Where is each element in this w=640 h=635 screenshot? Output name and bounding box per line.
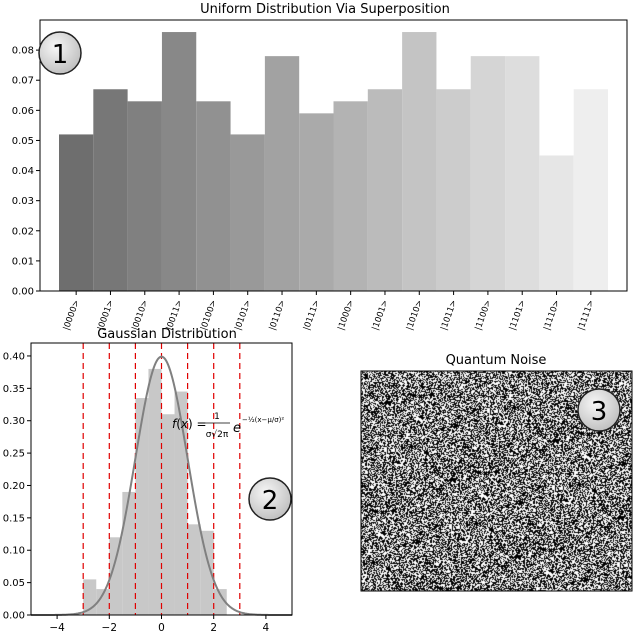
y-tick-label: 0.00 (12, 287, 34, 298)
formula-exp-base: e (233, 421, 241, 436)
uniform-plot-frame (39, 19, 628, 292)
bar-10 (402, 32, 437, 292)
y-tick-label: 0.10 (3, 546, 25, 557)
y-tick-label: 0.40 (3, 351, 25, 362)
x-tick-label: |0111> (302, 299, 322, 332)
badge-3: 3 (577, 388, 621, 432)
x-tick-label: |0000> (62, 299, 82, 332)
bar-5 (230, 134, 265, 291)
bar-1 (93, 89, 128, 291)
gaussian-x-ticks: −4 −2 0 2 4 (49, 615, 270, 634)
x-tick-label: −4 (49, 622, 65, 634)
quantum-noise-border (360, 370, 633, 592)
y-tick-label: 0.35 (3, 384, 25, 395)
bar-11 (436, 89, 471, 291)
uniform-bars (59, 32, 608, 292)
y-tick-label: 0.20 (3, 481, 25, 492)
gaussian-chart-title: Gaussian Distribution (97, 327, 237, 342)
histogram-bar-7 (174, 391, 188, 615)
formula-denominator: σ√2π (206, 429, 229, 440)
gaussian-y-ticks: 0.00 0.05 0.10 0.15 0.20 0.25 0.30 0.35 0.40 (3, 351, 31, 622)
x-tick-label: |1111> (576, 299, 596, 332)
x-tick-label: −2 (102, 622, 117, 634)
formula-numerator: 1 (214, 412, 220, 422)
uniform-axes (39, 19, 628, 292)
x-tick-label: |1000> (336, 299, 356, 332)
y-tick-label: 0.05 (12, 136, 34, 147)
x-tick-label: 0 (158, 622, 165, 634)
badge-2: 2 (248, 477, 292, 521)
uniform-chart-title: Uniform Distribution Via Superposition (200, 2, 450, 17)
quantum-noise-chart: Quantum Noise (360, 353, 633, 592)
y-tick-label: 0.30 (3, 416, 25, 427)
y-tick-label: 0.25 (3, 449, 25, 460)
y-tick-label: 0.00 (3, 611, 25, 622)
uniform-chart: Uniform Distribution Via Superposition 0… (12, 2, 628, 332)
bar-13 (505, 56, 540, 292)
bar-2 (127, 101, 162, 291)
y-tick-label: 0.06 (12, 106, 34, 117)
y-tick-label: 0.08 (12, 46, 34, 57)
sigma-lines (82, 343, 241, 615)
y-tick-label: 0.07 (12, 76, 34, 87)
histogram-bar-4 (135, 398, 149, 615)
bar-7 (299, 113, 334, 291)
badge-3-label: 3 (591, 397, 608, 427)
bar-8 (333, 101, 368, 291)
gaussian-curve (31, 355, 292, 616)
histogram-bar-6 (161, 414, 175, 615)
uniform-x-ticks: |0000> |0001> |0010> |0011> |0100> |0101> |011… (62, 291, 597, 332)
y-tick-label: 0.15 (3, 513, 25, 524)
y-tick-label: 0.05 (3, 578, 25, 589)
bar-6 (264, 56, 300, 292)
x-tick-label: |1001> (371, 299, 391, 332)
bar-3 (161, 32, 197, 292)
histogram-bar-1 (96, 589, 110, 615)
formula-text: f(x) = (172, 417, 207, 431)
histogram-bar-10 (213, 589, 227, 615)
histogram-bar-8 (187, 524, 201, 615)
bar-9 (367, 89, 403, 291)
y-tick-label: 0.04 (12, 166, 34, 177)
bar-0 (59, 134, 94, 291)
histogram-bar-2 (109, 537, 123, 615)
bar-14 (539, 155, 574, 291)
badge-2-label: 2 (262, 486, 279, 516)
uniform-y-ticks: 0.00 0.01 0.02 0.03 0.04 0.05 0.06 0.07 0.08 (12, 46, 40, 298)
histogram-bar-5 (148, 368, 162, 615)
x-tick-label: |0110> (268, 299, 288, 332)
x-tick-label: 2 (210, 622, 217, 634)
x-tick-label: |1101> (508, 299, 528, 332)
x-tick-label: |1110> (542, 299, 562, 332)
badge-1-label: 1 (52, 40, 69, 70)
gaussian-formula: f(x) = 1 σ√2π e −½(x−μ/σ)² (172, 412, 284, 440)
bar-15 (573, 89, 608, 291)
x-tick-label: 4 (263, 622, 270, 634)
histogram-bar-9 (200, 530, 214, 615)
quantum-noise-title: Quantum Noise (446, 353, 547, 368)
badge-1: 1 (38, 31, 82, 75)
gaussian-histogram (83, 368, 227, 615)
x-tick-label: |1100> (474, 299, 494, 332)
y-tick-label: 0.01 (12, 256, 34, 267)
y-tick-label: 0.03 (12, 196, 34, 207)
y-tick-label: 0.02 (12, 226, 34, 237)
x-tick-label: |1010> (405, 299, 425, 332)
histogram-bar-3 (122, 491, 136, 615)
x-tick-label: |1011> (439, 299, 459, 332)
bar-4 (196, 101, 231, 291)
formula-exponent: −½(x−μ/σ)² (242, 416, 284, 424)
bar-12 (470, 56, 506, 292)
gaussian-chart: Gaussian Distribution 0.000.050.100.150.… (3, 327, 293, 634)
